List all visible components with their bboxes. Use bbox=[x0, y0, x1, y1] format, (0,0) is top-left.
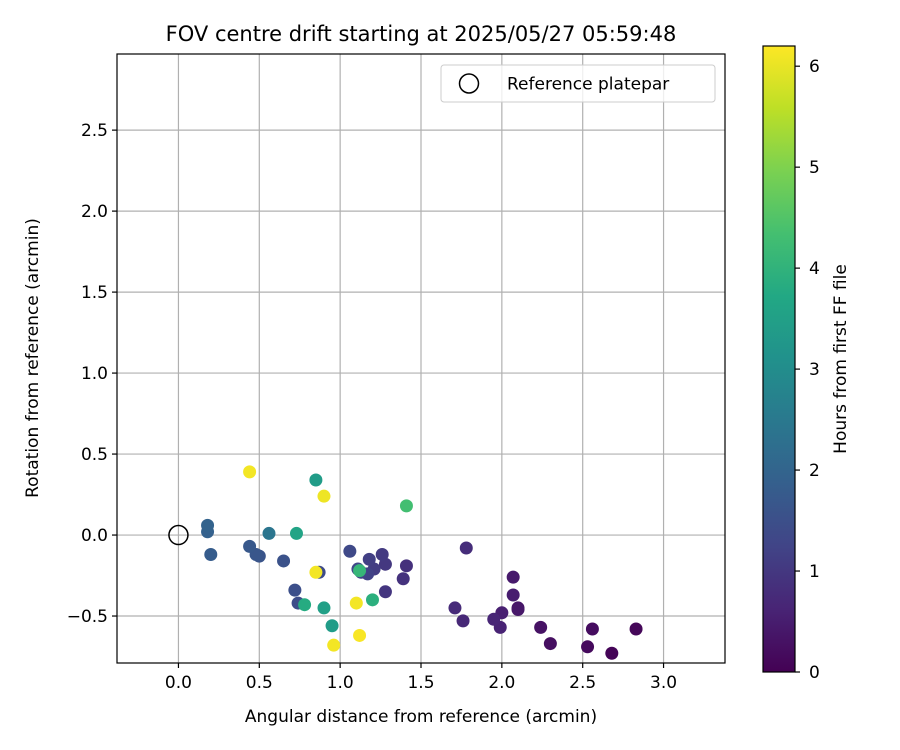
legend-box bbox=[440, 64, 716, 103]
colorbar-label: Hours from first FF file bbox=[831, 264, 851, 454]
data-point bbox=[375, 547, 389, 561]
data-point bbox=[399, 559, 413, 573]
data-point bbox=[487, 612, 501, 626]
data-point bbox=[506, 588, 520, 602]
data-point bbox=[396, 572, 410, 586]
data-point bbox=[378, 585, 392, 599]
data-point bbox=[349, 596, 363, 610]
data-point bbox=[585, 622, 599, 636]
colorbar-ticks: 0 1 2 3 4 5 6 bbox=[795, 57, 820, 683]
data-point bbox=[277, 554, 291, 568]
colorbar-tick-label: 3 bbox=[809, 360, 820, 380]
data-point bbox=[325, 619, 339, 633]
colorbar-tick-label: 6 bbox=[809, 57, 820, 77]
data-point bbox=[362, 552, 376, 566]
chart-title: FOV centre drift starting at 2025/05/27 … bbox=[166, 22, 677, 46]
grid-lines bbox=[117, 54, 725, 663]
y-axis-label: Rotation from reference (arcmin) bbox=[23, 218, 43, 498]
y-tick-label: 0.5 bbox=[81, 445, 108, 465]
x-tick-label: 1.5 bbox=[407, 673, 434, 693]
colorbar-tick-label: 2 bbox=[809, 461, 820, 481]
reference-point-marker bbox=[168, 524, 189, 546]
y-tick-label: 1.0 bbox=[81, 364, 108, 384]
data-point bbox=[581, 640, 595, 654]
data-point bbox=[298, 598, 312, 612]
data-point bbox=[204, 547, 218, 561]
x-axis-label: Angular distance from reference (arcmin) bbox=[245, 707, 597, 727]
data-point bbox=[399, 499, 413, 513]
x-tick-label: 1.0 bbox=[327, 673, 354, 693]
data-point bbox=[448, 601, 462, 615]
data-point bbox=[543, 637, 557, 651]
x-axis-ticks: 0.0 0.5 1.0 1.5 2.0 2.5 3.0 bbox=[165, 663, 677, 693]
y-tick-label: 2.5 bbox=[81, 121, 108, 141]
data-point bbox=[288, 583, 302, 597]
data-point bbox=[309, 565, 323, 579]
data-point bbox=[353, 628, 367, 642]
colorbar-gradient bbox=[762, 45, 796, 673]
data-point bbox=[309, 473, 323, 487]
legend: Reference platepar bbox=[440, 64, 716, 103]
y-tick-label: −0.5 bbox=[67, 607, 108, 627]
colorbar-tick-label: 1 bbox=[809, 562, 820, 582]
legend-reference-marker bbox=[458, 73, 480, 94]
data-point bbox=[605, 646, 619, 660]
x-tick-label: 0.5 bbox=[246, 673, 273, 693]
colorbar-tick-label: 5 bbox=[809, 158, 820, 178]
colorbar: 0 1 2 3 4 5 6 Hours from first FF file bbox=[762, 45, 851, 683]
x-tick-label: 0.0 bbox=[165, 673, 192, 693]
data-point bbox=[243, 539, 257, 553]
colorbar-tick-label: 0 bbox=[809, 663, 820, 683]
data-point bbox=[201, 518, 215, 532]
data-point bbox=[365, 593, 379, 607]
data-point bbox=[289, 526, 303, 540]
data-point bbox=[262, 526, 276, 540]
data-point bbox=[353, 564, 367, 578]
data-point bbox=[506, 570, 520, 584]
y-tick-label: 1.5 bbox=[81, 283, 108, 303]
data-point bbox=[534, 620, 548, 634]
y-axis-ticks: −0.5 0.0 0.5 1.0 1.5 2.0 2.5 bbox=[67, 121, 117, 627]
data-point bbox=[459, 541, 473, 555]
colorbar-tick-label: 4 bbox=[809, 259, 820, 279]
data-point bbox=[327, 638, 341, 652]
data-point bbox=[456, 614, 470, 628]
data-point bbox=[511, 603, 525, 617]
data-point bbox=[317, 489, 331, 503]
data-point bbox=[317, 601, 331, 615]
x-tick-label: 3.0 bbox=[650, 673, 677, 693]
data-point bbox=[343, 544, 357, 558]
x-tick-label: 2.5 bbox=[569, 673, 596, 693]
data-point bbox=[243, 465, 257, 479]
data-point bbox=[629, 622, 643, 636]
legend-label: Reference platepar bbox=[507, 75, 669, 95]
x-tick-label: 2.0 bbox=[488, 673, 515, 693]
y-tick-label: 2.0 bbox=[81, 202, 108, 222]
y-tick-label: 0.0 bbox=[81, 526, 108, 546]
data-points bbox=[201, 465, 643, 660]
